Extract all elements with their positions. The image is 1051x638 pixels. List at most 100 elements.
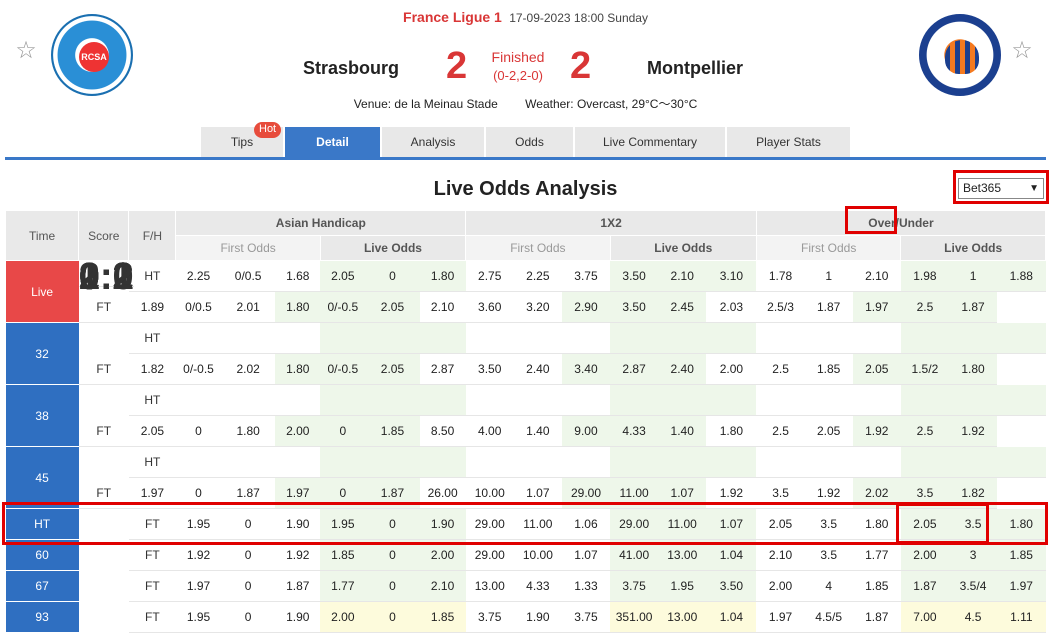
odds-cell: 2.00 xyxy=(419,539,466,571)
odds-cell: 2.10 xyxy=(658,260,707,292)
tab-player-stats[interactable]: Player Stats xyxy=(727,127,850,157)
odds-cell xyxy=(513,384,562,416)
odds-cell xyxy=(804,322,853,354)
tab-underline xyxy=(5,157,1046,160)
odds-cell: 3.50 xyxy=(610,260,659,292)
odds-cell: 1.85 xyxy=(997,539,1046,571)
odds-cell: 10.00 xyxy=(513,539,562,571)
odds-cell: 1.5/2 xyxy=(900,353,949,385)
odds-cell xyxy=(561,446,611,478)
odds-cell: 1.33 xyxy=(561,570,611,602)
fh-cell: FT xyxy=(128,508,176,540)
odds-cell: 9.00 xyxy=(561,415,611,447)
odds-cell: 2.25 xyxy=(175,260,222,292)
odds-cell: 10.00 xyxy=(465,477,514,509)
time-cell: Live xyxy=(5,260,79,323)
bookmaker-select-value: Bet365 xyxy=(963,181,1002,195)
odds-cell xyxy=(365,446,420,478)
odds-cell: 1.80 xyxy=(852,508,901,540)
odds-cell: 1.87 xyxy=(948,291,998,323)
table-row: 67 1:2 FT 1.97 0 1.87 1.77 0 2.10 13.00 4.33 1.33 3.… xyxy=(5,256,1046,602)
bookmaker-select[interactable]: Bet365 ▼ xyxy=(958,178,1044,199)
home-team-name[interactable]: Strasbourg xyxy=(303,58,400,78)
odds-cell: 2.05 xyxy=(320,260,366,292)
odds-cell xyxy=(997,446,1046,478)
odds-cell: 11.00 xyxy=(658,508,707,540)
odds-cell: 0 xyxy=(365,539,420,571)
odds-cell: 0 xyxy=(221,570,276,602)
league-name[interactable]: France Ligue 1 xyxy=(403,9,502,25)
odds-cell: 2.05 xyxy=(365,353,420,385)
sub-first-odds: First Odds xyxy=(175,235,321,261)
odds-cell: 3.20 xyxy=(513,291,562,323)
odds-cell: 351.00 xyxy=(610,601,659,633)
odds-cell: 1.80 xyxy=(221,415,276,447)
time-cell: 38 xyxy=(5,384,79,447)
odds-cell xyxy=(706,384,757,416)
odds-cell: 4.33 xyxy=(610,415,659,447)
table-row: 45 0:2 HT xyxy=(5,256,1046,509)
odds-cell: 2.05 xyxy=(852,353,901,385)
odds-cell: 2.05 xyxy=(900,508,949,540)
odds-cell xyxy=(610,384,659,416)
fh-cell: HT xyxy=(128,322,176,354)
tab-analysis[interactable]: Analysis xyxy=(382,127,484,157)
odds-cell: 2.05 xyxy=(128,415,176,447)
odds-cell xyxy=(419,322,466,354)
favorite-star-icon-home[interactable]: ☆ xyxy=(15,37,37,64)
table-row: FT 1.82 0/-0.5 2.02 1.80 0/-0.5 2.05 2.87 3.50 2.… xyxy=(6,353,1046,385)
odds-cell: 3.10 xyxy=(706,260,757,292)
tab-live-commentary[interactable]: Live Commentary xyxy=(575,127,725,157)
odds-cell: 7.00 xyxy=(900,601,949,633)
odds-cell: 41.00 xyxy=(610,539,659,571)
odds-cell xyxy=(706,322,757,354)
odds-cell: 0/-0.5 xyxy=(175,353,222,385)
live-odds-table: Time Score F/H Asian Handicap 1X2 Over/U… xyxy=(4,210,1047,633)
odds-cell: 2.45 xyxy=(658,291,707,323)
odds-cell: 1.07 xyxy=(513,477,562,509)
odds-cell xyxy=(804,446,853,478)
odds-cell: 3.50 xyxy=(706,570,757,602)
odds-cell: 1.97 xyxy=(175,570,222,602)
odds-cell xyxy=(320,446,366,478)
odds-cell: 1.85 xyxy=(365,415,420,447)
tab-detail[interactable]: Detail xyxy=(285,127,380,157)
odds-cell: 1.87 xyxy=(804,291,853,323)
odds-cell: 2.00 xyxy=(900,539,949,571)
odds-cell: 2.5/3 xyxy=(756,291,805,323)
fh-cell: FT xyxy=(78,415,129,447)
odds-cell: 3.5 xyxy=(900,477,949,509)
odds-cell xyxy=(221,322,276,354)
col-fh: F/H xyxy=(128,210,177,261)
odds-cell xyxy=(852,322,901,354)
odds-cell xyxy=(320,322,366,354)
fh-cell: HT xyxy=(128,384,176,416)
odds-cell: 0/0.5 xyxy=(221,260,276,292)
away-team-name[interactable]: Montpellier xyxy=(647,58,744,78)
odds-cell: 1.90 xyxy=(275,601,321,633)
odds-cell: 1.77 xyxy=(320,570,366,602)
odds-cell: 1.11 xyxy=(997,601,1046,633)
odds-cell: 2.10 xyxy=(419,570,466,602)
odds-cell: 1 xyxy=(804,260,853,292)
odds-cell: 29.00 xyxy=(465,539,514,571)
favorite-star-icon-away[interactable]: ☆ xyxy=(1011,37,1033,64)
odds-cell: 1.90 xyxy=(275,508,321,540)
odds-cell xyxy=(275,322,321,354)
odds-cell: 1.80 xyxy=(275,291,321,323)
hot-badge: Hot xyxy=(254,122,282,138)
odds-cell: 1.92 xyxy=(804,477,853,509)
odds-cell: 1.97 xyxy=(756,601,805,633)
odds-cell: 2.02 xyxy=(852,477,901,509)
tab-odds[interactable]: Odds xyxy=(486,127,573,157)
odds-cell: 0 xyxy=(221,539,276,571)
odds-cell: 1.80 xyxy=(706,415,757,447)
odds-cell: 1.90 xyxy=(513,601,562,633)
odds-cell: 0 xyxy=(320,477,366,509)
half-scores: (0-2,2-0) xyxy=(493,68,543,83)
odds-cell: 2.90 xyxy=(561,291,611,323)
tab-tips[interactable]: Tips Hot xyxy=(201,122,283,157)
odds-cell: 3.75 xyxy=(561,601,611,633)
odds-cell: 1.92 xyxy=(706,477,757,509)
odds-cell: 2.00 xyxy=(275,415,321,447)
